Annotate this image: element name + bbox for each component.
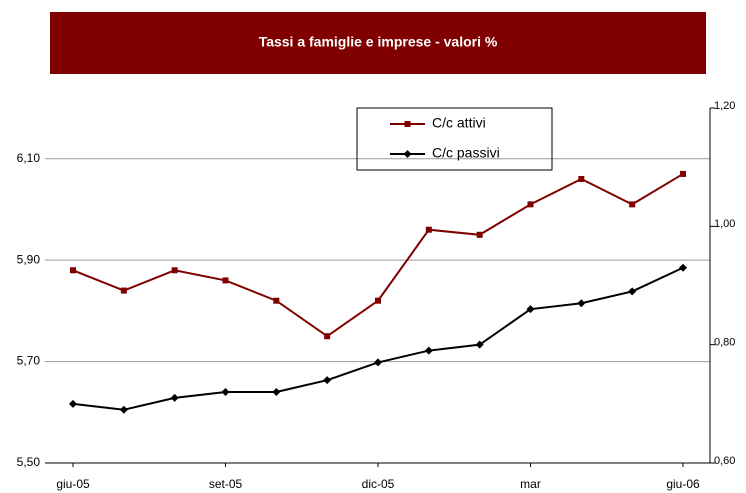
series-line [72, 173, 684, 338]
point [119, 405, 128, 414]
point [272, 388, 281, 396]
point [171, 267, 178, 274]
legend-marker [403, 150, 412, 158]
legend-box [356, 107, 553, 171]
point [680, 170, 686, 177]
point [375, 297, 381, 304]
point [629, 201, 636, 208]
point [476, 231, 483, 238]
point [69, 399, 77, 408]
legend-marker [404, 121, 411, 127]
x-tick-label: set-05 [209, 477, 243, 491]
y-tick-label: 6,10 [17, 151, 41, 165]
point [527, 201, 534, 208]
point [222, 277, 229, 284]
x-tick-label: dic-05 [362, 477, 395, 491]
y-tick-label: 5,70 [17, 354, 41, 368]
point [424, 346, 433, 355]
point [526, 305, 535, 314]
legend-label: C/c attivi [432, 115, 486, 131]
legend-label: C/c passivi [432, 145, 500, 161]
x-tick-label: giu-05 [56, 477, 90, 491]
y2-tick-label: 1,00 [714, 218, 735, 230]
point [324, 333, 331, 340]
chart-title: Tassi a famiglie e imprese - valori % [259, 34, 498, 50]
series-line [72, 266, 684, 411]
point [70, 267, 76, 274]
y-tick-label: 5,90 [17, 252, 41, 266]
point [578, 176, 585, 182]
title-banner [50, 12, 706, 74]
y2-tick-label: 1,20 [714, 100, 735, 112]
point [628, 287, 637, 296]
point [577, 299, 586, 308]
point [170, 393, 179, 402]
point [323, 376, 332, 385]
point [120, 287, 127, 294]
y2-tick-label: 0,80 [714, 337, 735, 349]
point [273, 297, 280, 304]
point [374, 358, 382, 367]
point [221, 388, 230, 396]
x-tick-label: mar [520, 477, 541, 491]
point [679, 263, 687, 272]
y-tick-label: 5,50 [17, 455, 41, 469]
point [475, 340, 484, 349]
x-tick-label: giu-06 [666, 477, 700, 491]
point [425, 226, 432, 233]
y2-tick-label: 0,60 [714, 455, 735, 467]
